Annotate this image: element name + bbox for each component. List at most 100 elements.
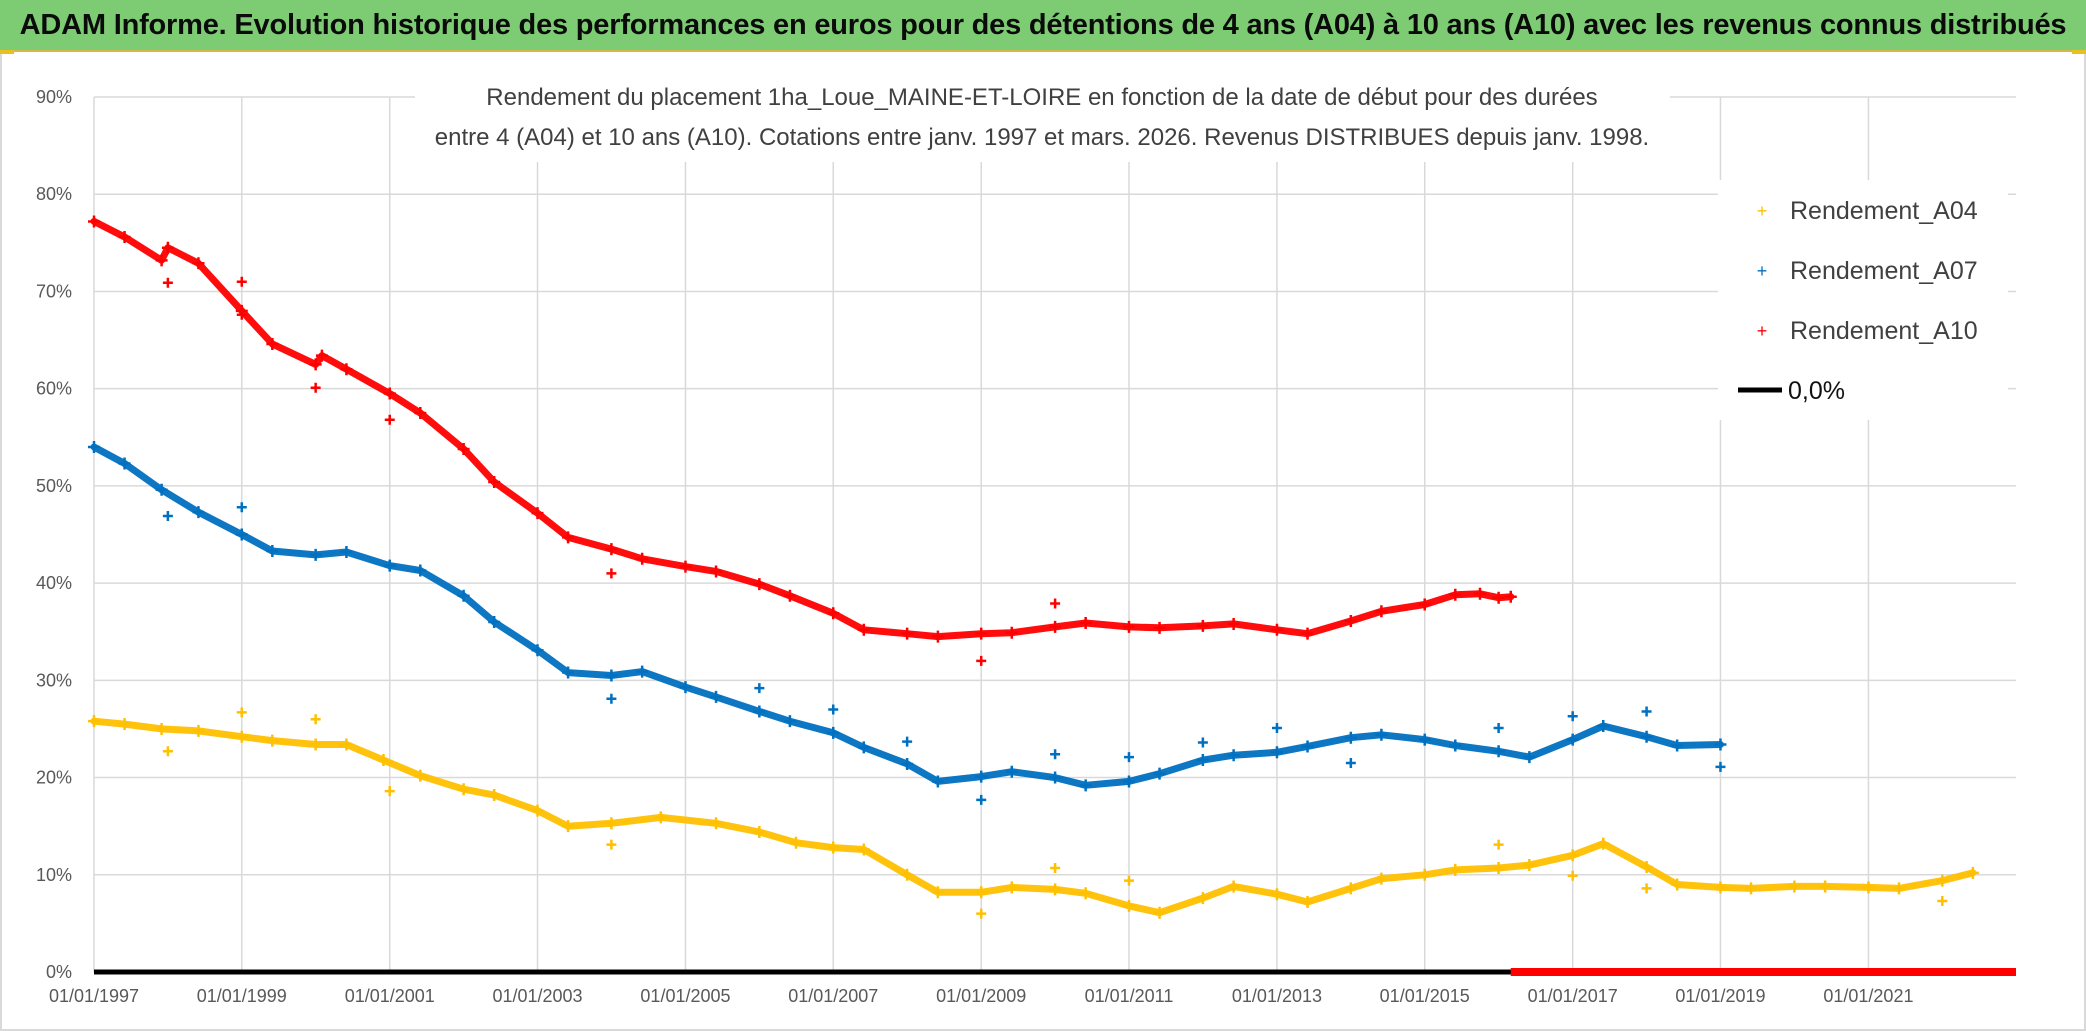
chart-title-line-2: entre 4 (A04) et 10 ans (A10). Cotations… [435,124,1649,151]
data-point-a10 [753,578,766,591]
data-point-a04 [1227,880,1240,893]
data-point-a07 [1079,779,1092,792]
y-tick-label: 10% [36,865,72,885]
data-point-a10 [155,254,168,267]
series-band-a07 [90,443,1724,789]
data-point-a10 [605,543,618,556]
legend-item-zero: 0,0% [1738,377,1845,405]
outlier-point-a07 [1050,749,1061,760]
data-point-a04 [1005,881,1018,894]
data-point-a07 [636,665,649,678]
report-banner-title: ADAM Informe. Evolution historique des p… [19,8,2067,41]
data-point-a10 [88,215,100,228]
outlier-point-a04 [1567,870,1578,881]
outlier-point-a07 [1271,722,1282,733]
outlier-point-a10 [1050,598,1061,609]
data-point-a04 [710,817,723,830]
outlier-point-a10 [384,414,395,425]
data-point-a04 [1671,878,1684,891]
data-point-a10 [1005,626,1018,639]
data-point-a07 [1523,751,1536,764]
data-point-a10 [562,531,575,544]
outlier-point-a10 [310,382,321,393]
data-point-a04 [654,811,667,824]
data-series [88,215,2016,976]
report-banner: ADAM Informe. Evolution historique des p… [0,0,2086,52]
data-point-a07 [340,546,353,558]
data-point-a10 [1079,616,1092,629]
legend-item-a04: + Rendement_A04 [1757,197,1978,225]
y-tick-label: 90% [36,87,72,107]
outlier-point-a04 [1123,875,1134,886]
data-point-a04 [457,783,470,796]
data-point-a04 [1301,896,1314,908]
data-point-a04 [790,836,803,849]
data-point-a04 [1788,880,1801,893]
chart-legend: + Rendement_A04 + Rendement_A07 + Rendem… [1718,180,2008,420]
series-band-a10 [90,217,1515,641]
data-point-a07 [1449,739,1462,752]
chart-title-background [415,78,1670,162]
data-point-a04 [88,715,100,728]
outlier-point-a07 [1123,752,1134,763]
data-point-a07 [155,483,168,496]
data-point-a07 [1344,731,1357,744]
data-point-a07 [1714,738,1727,751]
chart-title-line-1: Rendement du placement 1ha_Loue_MAINE-ET… [486,84,1597,111]
data-point-a10 [857,623,870,636]
outlier-point-a04 [976,908,987,919]
y-tick-label: 40% [36,573,72,593]
data-point-a04 [1936,874,1949,887]
data-point-a10 [192,257,205,270]
data-point-a07 [414,564,427,577]
data-point-a07 [1227,749,1240,762]
data-point-a04 [1270,888,1283,901]
grid-lines [93,96,2016,973]
data-point-a10 [679,560,692,573]
data-point-a07 [192,506,205,519]
data-point-a07 [1270,746,1283,759]
outlier-point-a04 [1937,896,1948,907]
data-point-a07 [1418,733,1431,746]
outlier-point-a10 [236,309,247,320]
y-tick-label: 80% [36,184,72,204]
outlier-point-a10 [162,277,173,288]
data-point-a10 [1504,590,1517,603]
data-point-a04 [1122,899,1135,912]
data-point-a04 [975,886,988,899]
data-point-a04 [1566,849,1579,862]
data-point-a04 [1714,881,1727,894]
outlier-point-a07 [606,693,617,704]
data-point-a04 [309,738,322,751]
x-tick-label: 01/01/2017 [1528,986,1618,1006]
outlier-point-a04 [1493,839,1504,850]
data-point-a10 [1270,623,1283,636]
data-point-a10 [710,565,723,578]
y-tick-label: 0% [46,962,72,982]
x-tick-label: 01/01/2007 [788,986,878,1006]
outlier-point-a07 [1493,722,1504,733]
data-point-a07 [1049,771,1062,784]
data-point-a04 [1196,892,1209,905]
data-point-a04 [931,886,944,899]
legend-item-a10: + Rendement_A10 [1757,317,1978,345]
data-point-a04 [753,826,766,838]
outlier-point-a07 [1197,737,1208,748]
data-point-a07 [1153,767,1166,780]
outlier-point-a07 [754,683,765,694]
data-point-a04 [1523,859,1536,872]
data-point-a10 [531,507,544,520]
outlier-point-a07 [236,502,247,513]
data-point-a10 [1153,621,1166,634]
banner-corner-right [2072,50,2086,54]
data-point-a07 [309,548,322,561]
x-tick-label: 01/01/2009 [936,986,1026,1006]
data-point-a04 [235,730,248,743]
data-point-a07 [1640,730,1653,743]
data-point-a04 [1049,883,1062,896]
outlier-point-a07 [1715,761,1726,772]
legend-label-zero: 0,0% [1788,377,1845,405]
y-tick-label: 30% [36,670,72,690]
data-point-a07 [975,770,988,783]
